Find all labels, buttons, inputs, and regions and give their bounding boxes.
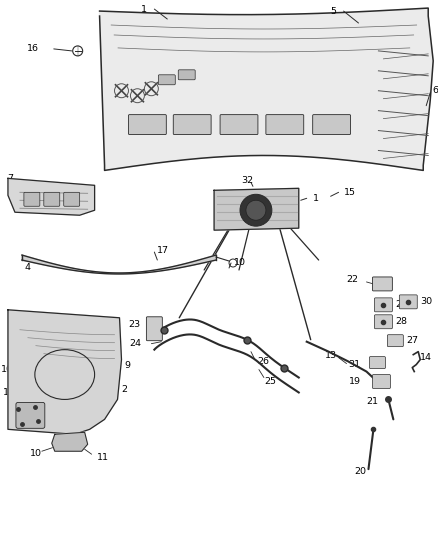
Text: 13: 13 [325,351,337,360]
FancyBboxPatch shape [313,115,350,134]
FancyBboxPatch shape [178,70,195,80]
Text: 8: 8 [10,413,16,422]
Text: 21: 21 [367,397,378,406]
Text: 2: 2 [121,385,127,394]
Text: 10: 10 [1,365,13,374]
Polygon shape [214,188,299,230]
FancyBboxPatch shape [16,402,45,429]
Text: 7: 7 [7,174,13,183]
Text: 16: 16 [27,44,39,53]
FancyBboxPatch shape [146,317,162,341]
FancyBboxPatch shape [374,298,392,312]
Text: 26: 26 [257,357,269,366]
Text: 6: 6 [432,86,438,95]
Text: 27: 27 [406,336,418,345]
Polygon shape [8,179,95,215]
Text: 29: 29 [396,300,407,309]
FancyBboxPatch shape [372,277,392,291]
Text: 30: 30 [420,297,432,306]
Text: 19: 19 [349,377,360,386]
Text: 4: 4 [25,263,31,272]
Text: 9: 9 [124,361,131,370]
Text: 24: 24 [130,339,141,348]
Text: 11: 11 [97,453,109,462]
Text: 28: 28 [396,317,407,326]
Circle shape [246,200,266,220]
FancyBboxPatch shape [387,335,403,346]
Text: 5: 5 [331,6,337,15]
Text: 1: 1 [313,194,319,203]
Text: 25: 25 [264,377,276,386]
Text: 14: 14 [420,353,432,362]
Text: 18: 18 [3,388,15,397]
Polygon shape [8,310,121,434]
Text: 10: 10 [30,449,42,458]
FancyBboxPatch shape [266,115,304,134]
FancyBboxPatch shape [173,115,211,134]
FancyBboxPatch shape [128,115,166,134]
FancyBboxPatch shape [159,75,175,85]
FancyBboxPatch shape [64,192,80,206]
FancyBboxPatch shape [44,192,60,206]
FancyBboxPatch shape [220,115,258,134]
Text: 22: 22 [346,276,358,285]
Text: 10: 10 [234,257,246,266]
Text: 31: 31 [348,360,360,369]
Text: 32: 32 [241,176,253,185]
Text: 15: 15 [343,188,356,197]
Text: 23: 23 [128,320,141,329]
FancyBboxPatch shape [372,375,390,389]
Text: 17: 17 [157,246,170,255]
FancyBboxPatch shape [374,315,392,329]
Polygon shape [99,8,433,171]
Text: 20: 20 [354,467,367,475]
Polygon shape [52,432,88,451]
Circle shape [240,195,272,226]
Polygon shape [22,255,216,274]
Text: 1: 1 [141,5,148,13]
FancyBboxPatch shape [24,192,40,206]
FancyBboxPatch shape [399,295,417,309]
FancyBboxPatch shape [370,357,385,369]
